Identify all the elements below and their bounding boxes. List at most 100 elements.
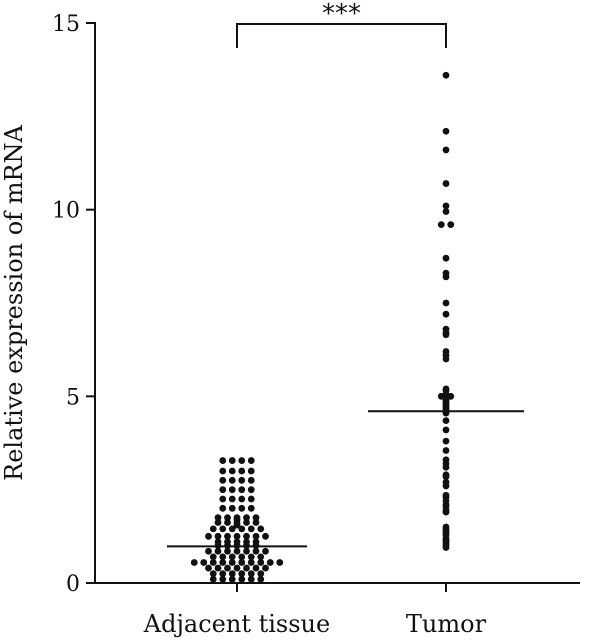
data-point xyxy=(209,559,217,566)
data-point xyxy=(228,467,236,475)
data-point xyxy=(219,570,227,578)
data-point xyxy=(247,559,255,566)
data-point xyxy=(238,575,246,583)
y-tick-label: 15 xyxy=(52,12,80,37)
data-point xyxy=(442,473,450,480)
data-point xyxy=(238,495,246,503)
data-point xyxy=(252,532,260,540)
data-point xyxy=(238,467,246,475)
data-point xyxy=(442,331,450,339)
data-point xyxy=(247,486,255,494)
data-point xyxy=(257,570,265,578)
data-point xyxy=(442,482,450,490)
data-point xyxy=(219,504,227,512)
data-point xyxy=(252,564,260,572)
data-point xyxy=(224,547,231,555)
data-point xyxy=(233,532,241,540)
significance-label: *** xyxy=(322,0,361,29)
data-point xyxy=(442,127,450,135)
data-point xyxy=(219,457,227,464)
data-point xyxy=(233,564,241,572)
data-point xyxy=(205,547,212,555)
data-point xyxy=(243,564,250,572)
data-point xyxy=(238,457,246,464)
data-point xyxy=(224,519,231,526)
data-point xyxy=(228,525,236,533)
data-point xyxy=(442,463,450,471)
data-point xyxy=(247,476,255,484)
data-point xyxy=(243,514,250,522)
data-point xyxy=(442,310,450,318)
data-point xyxy=(219,525,227,533)
data-point xyxy=(442,437,450,445)
data-point xyxy=(262,547,269,555)
data-point xyxy=(228,476,236,484)
data-point xyxy=(247,570,255,578)
y-ticks: 0 5 10 15 xyxy=(52,12,95,597)
data-point xyxy=(442,299,450,307)
data-point xyxy=(243,547,250,555)
data-point xyxy=(442,426,450,434)
median-lines xyxy=(167,410,524,548)
data-point xyxy=(233,521,241,529)
data-point xyxy=(243,532,250,540)
data-point xyxy=(238,504,246,512)
data-point xyxy=(190,559,198,566)
data-point xyxy=(442,447,450,454)
data-point xyxy=(224,532,231,540)
data-point xyxy=(262,532,269,540)
data-point xyxy=(276,559,284,566)
data-point xyxy=(219,575,227,583)
data-point xyxy=(442,355,450,363)
data-point xyxy=(209,525,217,533)
data-points xyxy=(190,71,455,583)
data-point xyxy=(219,486,227,494)
y-tick-label: 10 xyxy=(52,199,80,224)
data-point xyxy=(209,553,217,561)
data-point xyxy=(224,564,231,572)
data-point xyxy=(442,273,450,281)
category-label: Adjacent tissue xyxy=(143,610,330,638)
data-point xyxy=(257,575,265,583)
data-point xyxy=(205,532,212,540)
data-point xyxy=(257,525,265,533)
data-point xyxy=(252,514,260,522)
data-point xyxy=(224,514,231,522)
data-point xyxy=(243,519,250,526)
data-point xyxy=(214,547,222,555)
data-point xyxy=(238,570,246,578)
data-point xyxy=(247,495,255,503)
data-point xyxy=(247,525,255,533)
data-point xyxy=(442,544,450,551)
data-point xyxy=(238,559,246,566)
data-point xyxy=(209,570,217,578)
data-point xyxy=(437,221,445,229)
data-point xyxy=(228,457,236,464)
data-point xyxy=(262,564,269,572)
data-point xyxy=(228,504,236,512)
data-point xyxy=(214,514,222,522)
data-point xyxy=(442,417,450,424)
data-point xyxy=(228,486,236,494)
data-point xyxy=(219,476,227,484)
data-point xyxy=(214,532,222,540)
data-point xyxy=(247,457,255,464)
category-label: Tumor xyxy=(406,610,487,638)
data-point xyxy=(442,508,450,516)
data-point xyxy=(442,71,450,79)
y-tick-label: 0 xyxy=(66,572,80,597)
data-point xyxy=(200,559,208,566)
data-point xyxy=(233,547,241,555)
data-point xyxy=(219,553,227,561)
data-point xyxy=(442,180,450,187)
data-point xyxy=(228,575,236,583)
data-point xyxy=(442,208,450,215)
data-point xyxy=(247,553,255,561)
data-point xyxy=(442,254,450,262)
data-point xyxy=(252,547,260,555)
data-point xyxy=(247,575,255,583)
data-point xyxy=(219,467,227,475)
data-point xyxy=(214,519,222,526)
data-point xyxy=(238,476,246,484)
